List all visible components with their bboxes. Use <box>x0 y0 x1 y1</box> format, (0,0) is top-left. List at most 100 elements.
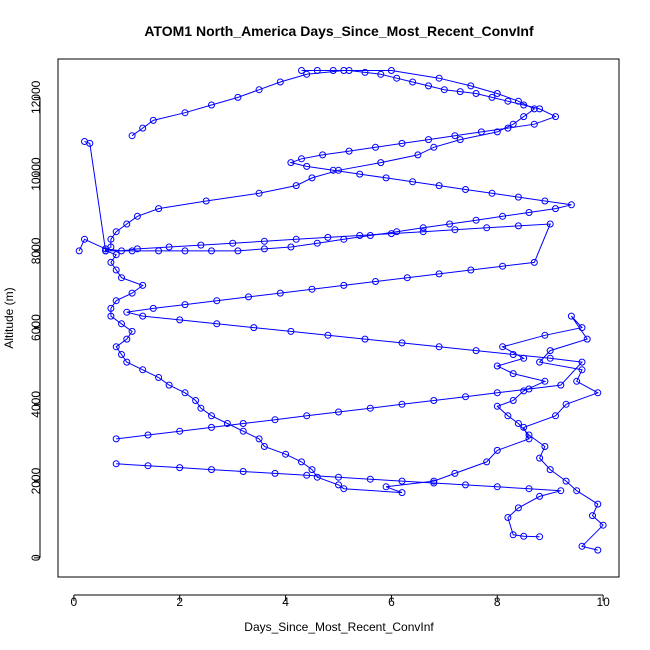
data-point <box>520 423 528 431</box>
data-point <box>477 128 485 136</box>
data-point <box>514 504 522 512</box>
data-point <box>181 247 189 255</box>
data-point <box>467 266 475 274</box>
data-point <box>546 220 554 228</box>
data-point <box>493 389 501 397</box>
data-point <box>155 205 163 213</box>
data-point <box>430 143 438 151</box>
data-point <box>462 393 469 401</box>
data-point <box>520 532 528 540</box>
data-point <box>425 82 432 90</box>
data-point <box>340 485 348 493</box>
data-point <box>356 170 364 178</box>
y-tick-label: 10000 <box>29 157 43 191</box>
data-point <box>112 297 120 305</box>
data-point <box>208 101 215 109</box>
data-point <box>292 235 300 243</box>
data-point <box>165 381 173 389</box>
data-point <box>139 124 147 132</box>
data-point <box>118 320 125 328</box>
data-point <box>329 166 337 174</box>
data-point <box>594 546 602 554</box>
data-point <box>557 487 565 495</box>
data-point <box>520 113 528 121</box>
data-point <box>488 93 496 101</box>
data-point <box>483 458 491 466</box>
data-point <box>567 201 575 209</box>
series-line <box>78 223 584 440</box>
data-point <box>340 281 348 289</box>
data-point <box>525 431 533 439</box>
plot-area <box>57 58 620 578</box>
data-point <box>112 266 120 274</box>
data-point <box>456 88 464 96</box>
data-point <box>202 197 210 205</box>
data-point <box>509 531 517 539</box>
data-point <box>335 481 342 489</box>
data-point <box>509 397 517 404</box>
data-point <box>107 312 115 320</box>
data-point <box>504 412 512 420</box>
data-point <box>382 483 390 491</box>
data-point <box>107 258 115 266</box>
data-point <box>536 454 544 462</box>
data-point <box>149 116 157 124</box>
data-point <box>361 335 369 343</box>
data-point <box>123 335 131 343</box>
data-point <box>287 327 295 335</box>
data-point <box>239 468 247 475</box>
data-point <box>245 293 252 301</box>
chart-title: ATOM1 North_America Days_Since_Most_Rece… <box>144 23 534 39</box>
y-tick-label: 0 <box>29 554 43 561</box>
data-point <box>107 304 115 312</box>
data-point <box>573 487 581 495</box>
data-point <box>514 420 522 427</box>
data-point <box>530 120 538 128</box>
x-tick-label: 6 <box>388 595 395 609</box>
data-point <box>472 347 480 355</box>
data-point <box>282 450 290 458</box>
data-point <box>239 420 247 427</box>
data-point <box>329 67 337 74</box>
data-series <box>75 220 586 443</box>
data-point <box>451 132 459 140</box>
data-point <box>366 475 374 483</box>
data-point <box>255 86 263 94</box>
data-point <box>525 385 533 393</box>
data-point <box>271 416 279 424</box>
data-point <box>176 427 184 435</box>
data-point <box>250 324 258 332</box>
data-point <box>541 197 549 205</box>
data-point <box>599 521 607 529</box>
data-point <box>118 274 125 282</box>
data-point <box>493 402 501 410</box>
x-tick-label: 4 <box>282 595 289 609</box>
data-point <box>112 460 120 468</box>
data-point <box>144 431 152 439</box>
data-point <box>589 512 596 520</box>
data-point <box>398 489 406 497</box>
data-point <box>128 327 136 335</box>
data-point <box>176 316 184 324</box>
data-point <box>298 155 305 163</box>
data-point <box>75 247 83 255</box>
data-point <box>298 67 305 74</box>
data-point <box>223 420 231 427</box>
data-point <box>239 427 247 435</box>
data-point <box>530 258 538 266</box>
data-point <box>541 331 549 339</box>
data-point <box>403 274 411 282</box>
data-point <box>557 381 565 389</box>
data-point <box>409 78 417 86</box>
data-point <box>372 143 379 151</box>
data-point <box>462 481 469 489</box>
data-point <box>197 241 205 249</box>
data-series <box>112 460 565 541</box>
data-point <box>308 174 316 182</box>
data-point <box>419 224 427 232</box>
data-point <box>472 216 480 224</box>
data-point <box>208 247 215 255</box>
data-point <box>271 469 279 477</box>
data-point <box>345 147 353 155</box>
